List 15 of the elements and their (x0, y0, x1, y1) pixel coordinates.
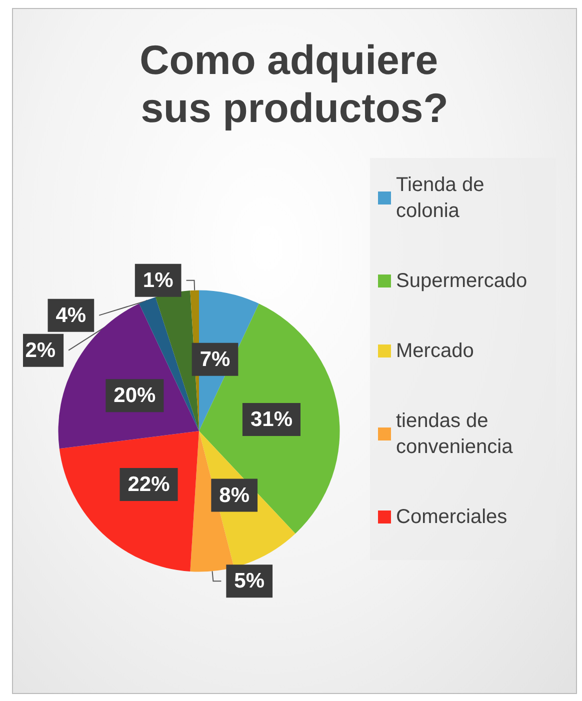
legend-label: tiendas de conveniencia (396, 410, 514, 458)
data-label: 1% (142, 268, 174, 292)
chart-title: Como adquiere sus productos? (140, 37, 450, 131)
data-label: 8% (219, 484, 250, 507)
data-label: 7% (200, 348, 231, 371)
data-label: 31% (250, 408, 293, 432)
data-label: 2% (25, 338, 56, 362)
legend-label: Comerciales (396, 506, 508, 528)
legend-label: Supermercado (396, 270, 528, 292)
data-label: 5% (234, 570, 265, 593)
legend-label: Mercado (396, 340, 474, 362)
data-label: 4% (56, 304, 86, 327)
data-label: 20% (114, 384, 156, 408)
legend-label: Tienda de colonia (396, 174, 490, 222)
data-label: 22% (128, 472, 170, 496)
